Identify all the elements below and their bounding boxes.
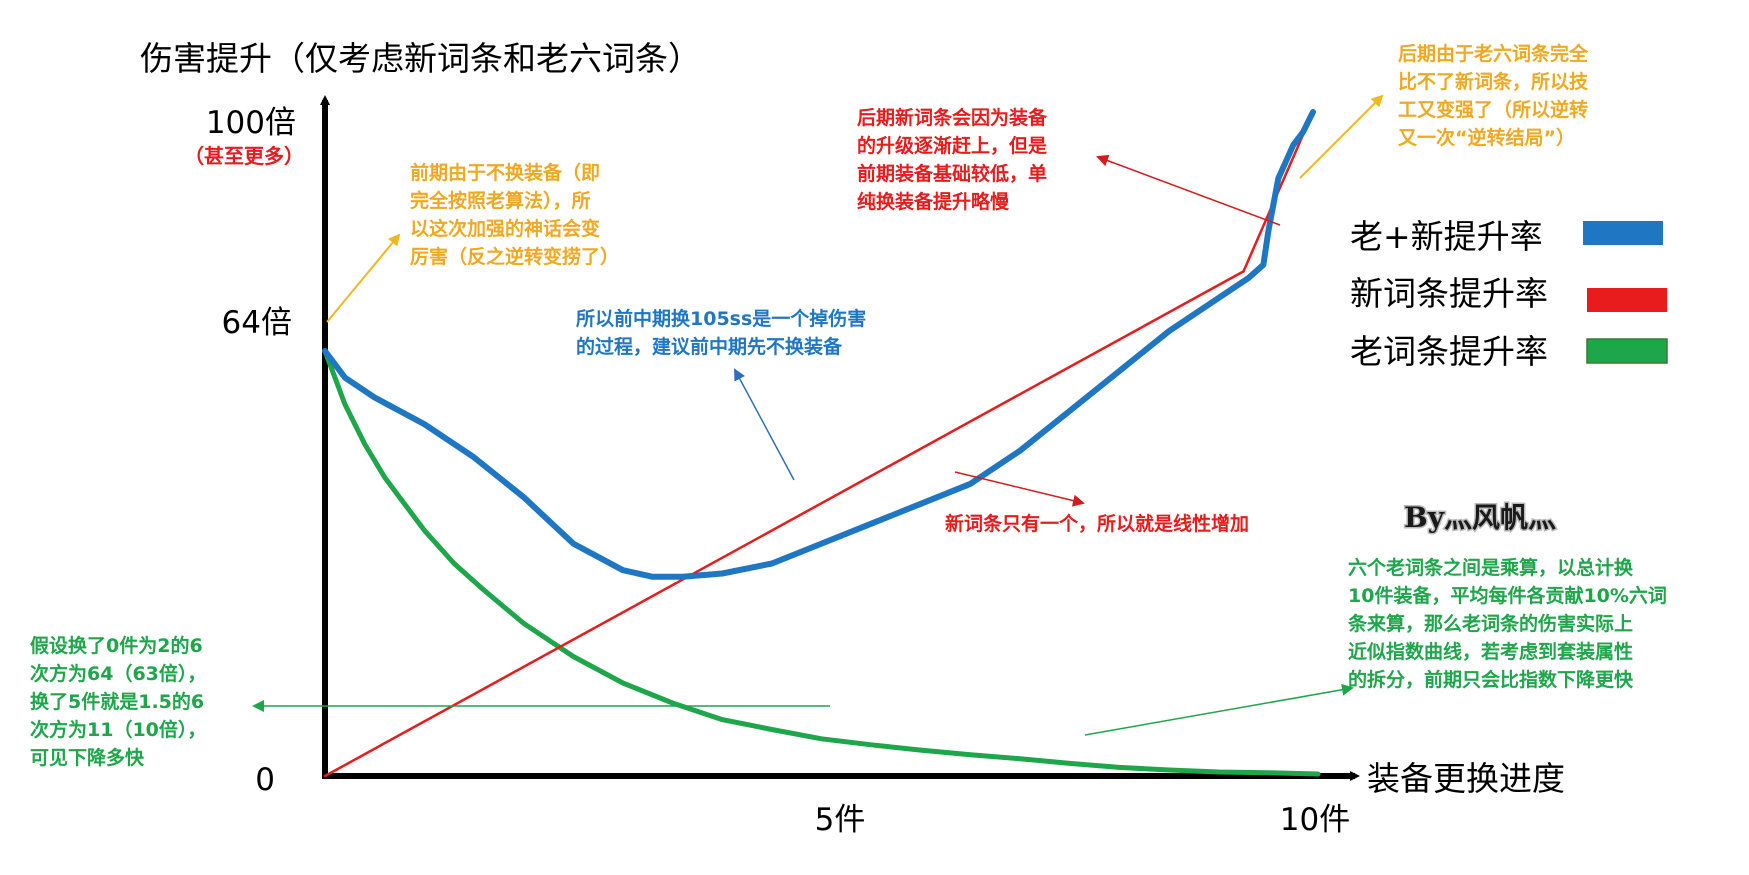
x-tick-5: 5件 bbox=[815, 802, 866, 838]
annotation-late-old: 后期由于老六词条完全 比不了新词条，所以技 工又变强了（所以逆转 又一次“逆转结… bbox=[1398, 42, 1595, 149]
series-line-old bbox=[322, 348, 1321, 777]
author-signature: By灬风帆灬 bbox=[1404, 501, 1556, 534]
legend-label-new: 新词条提升率 bbox=[1350, 274, 1548, 313]
x-tick-10: 10件 bbox=[1280, 802, 1350, 838]
legend: 老+新提升率 新词条提升率 老词条提升率 bbox=[1350, 217, 1668, 371]
arrow-late-new bbox=[1096, 154, 1281, 226]
y-tick-0: 0 bbox=[255, 762, 275, 798]
legend-label-old: 老词条提升率 bbox=[1350, 332, 1548, 371]
annotation-early-phase: 前期由于不换装备（即 完全按照老算法），所 以这次加强的神话会变 厉害（反之逆转… bbox=[410, 161, 619, 268]
legend-swatch-new bbox=[1587, 288, 1667, 312]
arrow-late-old bbox=[1299, 94, 1384, 179]
y-tick-100: 100倍 bbox=[206, 105, 296, 141]
annotation-mid-phase: 所以前中期换105ss是一个掉伤害 的过程，建议前中期先不换装备 bbox=[576, 307, 873, 358]
legend-swatch-old bbox=[1586, 338, 1668, 364]
annotation-late-new: 后期新词条会因为装备 的升级逐渐赶上，但是 前期装备基础较低，单 纯换装备提升略… bbox=[857, 106, 1054, 213]
arrow-exponential bbox=[1084, 683, 1354, 736]
arrow-mid-phase bbox=[734, 368, 795, 481]
legend-label-old-new: 老+新提升率 bbox=[1350, 217, 1543, 256]
y-tick-64: 64倍 bbox=[222, 305, 292, 341]
arrow-early-phase bbox=[326, 233, 401, 323]
series-line-new bbox=[323, 110, 1315, 778]
legend-swatch-old-new bbox=[1583, 221, 1663, 245]
y-tick-note: （甚至更多） bbox=[184, 144, 304, 168]
series-line-old-new bbox=[322, 109, 1316, 580]
annotation-linear: 新词条只有一个，所以就是线性增加 bbox=[945, 512, 1249, 535]
x-axis-label: 装备更换进度 bbox=[1367, 759, 1565, 798]
chart-title: 伤害提升（仅考虑新词条和老六词条） bbox=[140, 39, 701, 78]
arrow-linear bbox=[954, 471, 1085, 507]
series-layer bbox=[322, 109, 1321, 778]
annotation-example: 假设换了0件为2的6 次方为64（63倍）， 换了5件就是1.5的6 次方为11… bbox=[30, 634, 213, 769]
annotation-exponential: 六个老词条之间是乘算，以总计换 10件装备，平均每件各贡献10%六词 条来算，那… bbox=[1348, 556, 1674, 691]
